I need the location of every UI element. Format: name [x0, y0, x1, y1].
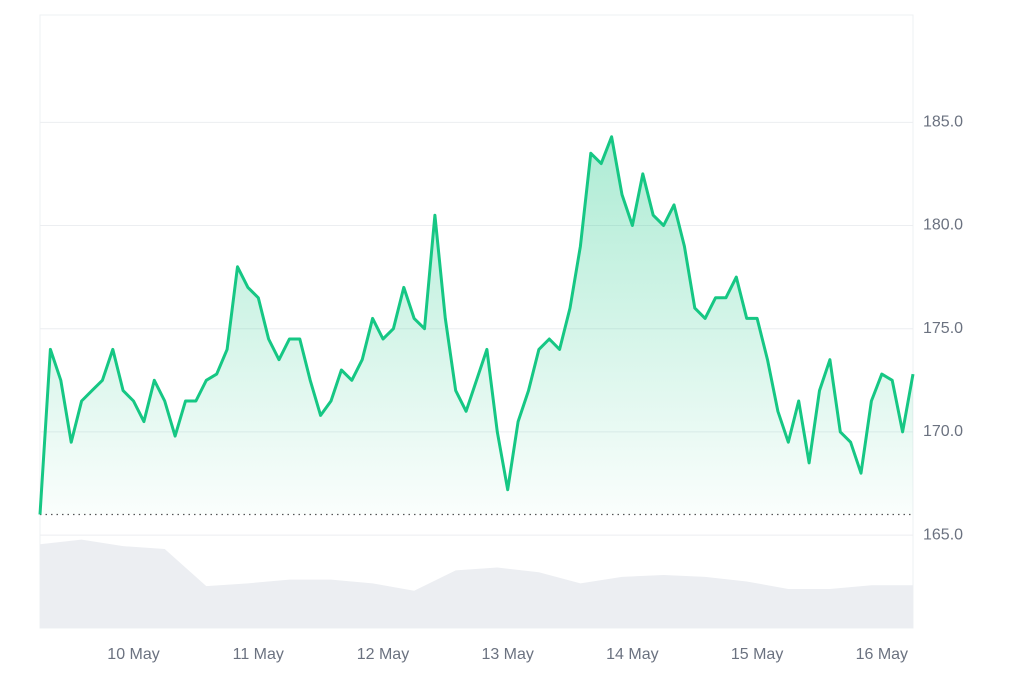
plot-frame	[39, 14, 914, 629]
y-tick-label: 175.0	[923, 320, 963, 337]
volume-area	[40, 539, 913, 628]
x-tick-label: 16 May	[856, 646, 908, 663]
x-tick-label: 10 May	[107, 646, 159, 663]
price-line	[38, 135, 915, 515]
y-tick-label: 180.0	[923, 217, 963, 234]
y-tick-label: 185.0	[923, 114, 963, 131]
x-tick-label: 12 May	[357, 646, 409, 663]
x-tick-label: 11 May	[233, 646, 284, 663]
price-area	[40, 136, 913, 515]
x-tick-label: 15 May	[731, 646, 783, 663]
x-tick-label: 13 May	[481, 646, 533, 663]
y-tick-label: 170.0	[923, 423, 963, 440]
x-tick-label: 14 May	[606, 646, 658, 663]
y-tick-label: 165.0	[923, 526, 963, 543]
